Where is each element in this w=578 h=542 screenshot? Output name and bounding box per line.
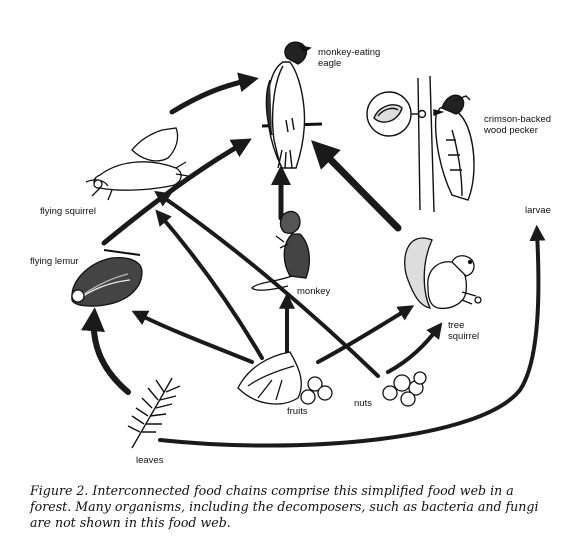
fruits-illustration: [237, 351, 333, 405]
food-web-diagram: monkey-eating eagle crimson-backed wood pe…: [30, 41, 551, 466]
arrow-fruits-to-flying-squirrel: [155, 209, 264, 360]
label-flying-squirrel: flying squirrel: [40, 206, 96, 217]
label-monkey: monkey: [297, 286, 331, 297]
flying-squirrel-illustration: [85, 127, 189, 201]
label-nuts: nuts: [354, 398, 372, 409]
arrow-nuts-to-flying-squirrel: [154, 190, 380, 378]
label-larvae: larvae: [525, 205, 551, 216]
tree-squirrel-illustration: [404, 237, 482, 310]
label-fruits: fruits: [287, 406, 308, 417]
arrow-flying-squirrel-to-eagle: [169, 72, 259, 115]
arrow-fruits-to-tree-squirrel: [316, 305, 415, 364]
eagle-illustration: [261, 41, 323, 169]
arrow-leaves-to-flying-lemur: [81, 307, 131, 395]
label-tree-squirrel: tree squirrel: [448, 320, 479, 342]
woodpecker-illustration: [366, 75, 475, 213]
arrow-leaves-to-larvae: [158, 224, 546, 448]
nuts-illustration: [382, 371, 427, 407]
label-woodpecker: crimson-backed wood pecker: [483, 114, 551, 136]
label-flying-lemur: flying lemur: [30, 256, 79, 267]
arrow-tree-squirrel-to-eagle: [311, 140, 402, 232]
flying-lemur-illustration: [71, 249, 143, 307]
arrow-fruits-to-flying-lemur: [131, 310, 254, 364]
figure-caption: Figure 2. Interconnected food chains com…: [30, 483, 539, 530]
monkey-illustration: [251, 210, 311, 291]
label-leaves: leaves: [136, 455, 164, 466]
label-eagle: monkey-eating eagle: [318, 47, 380, 69]
leaves-illustration: [127, 377, 181, 449]
arrow-nuts-to-tree-squirrel: [386, 322, 443, 374]
arrow-flying-lemur-to-eagle: [101, 138, 252, 246]
